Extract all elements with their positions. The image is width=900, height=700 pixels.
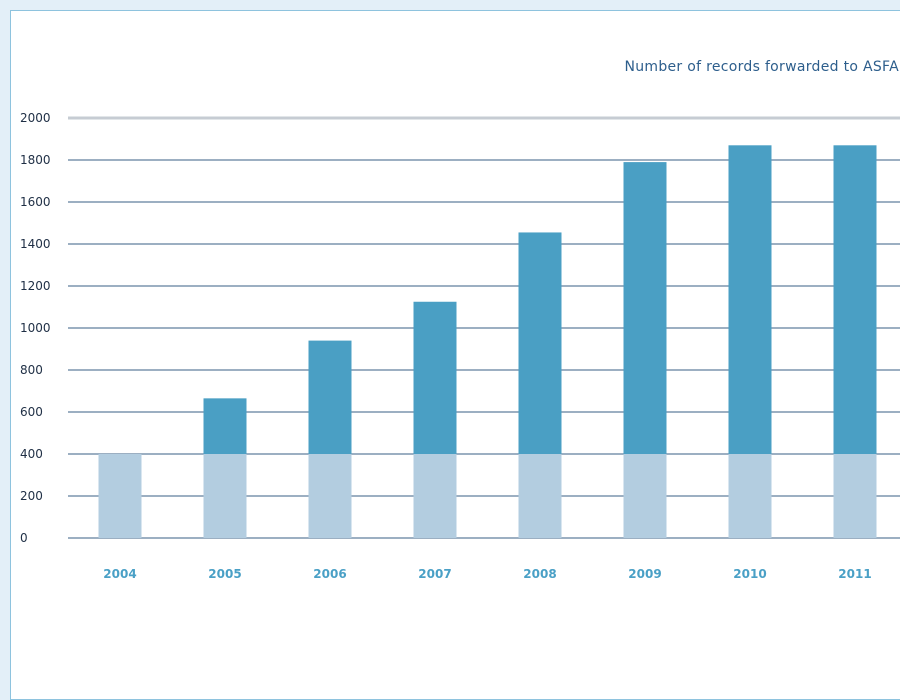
bar-increase [413,301,457,454]
bar-increase [203,398,247,454]
x-tick-label: 2005 [208,567,241,581]
bar-base [728,454,772,538]
bar-base [518,454,562,538]
bar-increase [623,162,667,454]
x-tick-label: 2011 [838,567,871,581]
y-tick-label: 200 [20,489,43,503]
bar-base [833,454,877,538]
bar-increase [833,145,877,455]
bar-base [98,454,142,538]
bar-base [203,454,247,538]
x-tick-label: 2004 [103,567,136,581]
y-tick-label: 1400 [20,237,51,251]
x-tick-label: 2007 [418,567,451,581]
x-tick-label: 2010 [733,567,766,581]
y-tick-label: 800 [20,363,43,377]
y-tick-label: 2000 [20,111,51,125]
y-tick-label: 1000 [20,321,51,335]
bar-increase [518,232,562,454]
bar-chart: 0 200 400 600 800 1000 1200 1400 1600 1800 2000 200… [20,111,900,581]
chart-title: Number of records forwarded to ASFA [624,59,899,75]
y-tick-label: 1200 [20,279,51,293]
y-tick-label: 1800 [20,153,51,167]
y-tick-label: 600 [20,405,43,419]
y-tick-label: 1600 [20,195,51,209]
bar-base [623,454,667,538]
y-tick-label: 400 [20,447,43,461]
x-tick-label: 2008 [523,567,556,581]
y-tick-label: 0 [20,531,28,545]
bar-base [308,454,352,538]
x-tick-label: 2006 [313,567,346,581]
bar-base [413,454,457,538]
bar-increase [308,340,352,454]
bar-increase [728,145,772,455]
x-tick-label: 2009 [628,567,661,581]
